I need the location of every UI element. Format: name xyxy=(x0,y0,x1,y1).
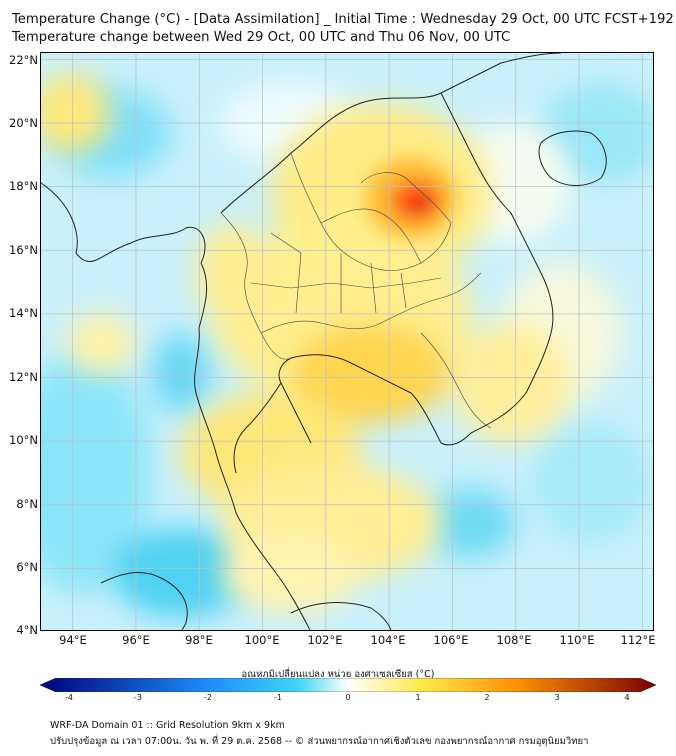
map-gridlines xyxy=(41,53,653,630)
lon-label-110: 110°E xyxy=(559,633,595,647)
lat-label-8: 8°N xyxy=(16,497,38,511)
colorbar-tick: 3 xyxy=(554,693,560,702)
lat-label-14: 14°N xyxy=(9,306,38,320)
lon-label-98: 98°E xyxy=(185,633,213,647)
lat-label-20: 20°N xyxy=(9,116,38,130)
colorbar-tick: -1 xyxy=(274,693,282,702)
colorbar-tick: -3 xyxy=(134,693,142,702)
footer-update-credit: ปรับปรุงข้อมูล ณ เวลา 07:00น. วัน พ. ที่… xyxy=(50,736,589,747)
field-hot-spot xyxy=(366,158,456,238)
colorbar-tick: 2 xyxy=(484,693,490,702)
lon-label-102: 102°E xyxy=(307,633,343,647)
map-coastlines xyxy=(41,53,607,630)
map-canvas xyxy=(41,53,653,630)
temperature-change-map[interactable] xyxy=(40,52,654,631)
lat-label-12: 12°N xyxy=(9,370,38,384)
lat-label-22: 22°N xyxy=(9,53,38,67)
colorbar-tick: 1 xyxy=(415,693,421,702)
lat-label-18: 18°N xyxy=(9,179,38,193)
lon-label-106: 106°E xyxy=(433,633,469,647)
colorbar-tick: -2 xyxy=(204,693,212,702)
lat-label-4: 4°N xyxy=(16,623,38,637)
colorbar-tick: -4 xyxy=(65,693,73,702)
lon-label-96: 96°E xyxy=(122,633,150,647)
lon-label-104: 104°E xyxy=(370,633,406,647)
map-provincial-borders xyxy=(220,152,492,429)
footer-model-info: WRF-DA Domain 01 :: Grid Resolution 9km … xyxy=(50,720,285,731)
lat-label-16: 16°N xyxy=(9,243,38,257)
lon-label-108: 108°E xyxy=(496,633,532,647)
field-cool-areas xyxy=(41,83,653,618)
lon-label-100: 100°E xyxy=(244,633,280,647)
colorbar-tick: 0 xyxy=(345,693,351,702)
chart-subtitle: Temperature change between Wed 29 Oct, 0… xyxy=(12,30,511,45)
colorbar-tick: 4 xyxy=(624,693,630,702)
lon-label-94: 94°E xyxy=(59,633,87,647)
lat-label-10: 10°N xyxy=(9,433,38,447)
lat-label-6: 6°N xyxy=(16,560,38,574)
colorbar-title: อุณหภูมิเปลี่ยนแปลง หน่วย องศาเซลเซียส (… xyxy=(241,669,435,680)
chart-title: Temperature Change (°C) - [Data Assimila… xyxy=(12,12,674,27)
colorbar-gradient xyxy=(40,678,656,692)
colorbar xyxy=(40,678,656,692)
lon-label-112: 112°E xyxy=(620,633,656,647)
